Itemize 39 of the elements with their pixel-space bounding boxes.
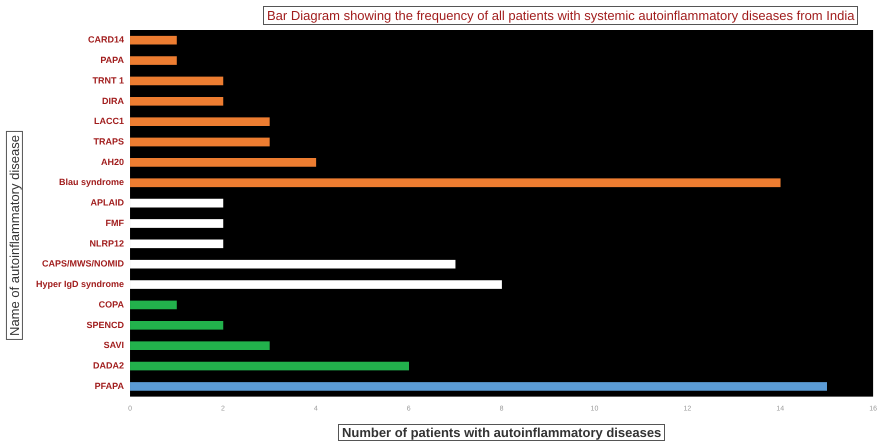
y-tick-label: TRAPS bbox=[94, 136, 124, 146]
y-tick-label: FMF bbox=[106, 218, 125, 228]
y-tick-label: APLAID bbox=[90, 198, 125, 208]
y-tick-label: DADA2 bbox=[93, 360, 124, 371]
bar bbox=[130, 36, 177, 45]
bar bbox=[130, 96, 224, 106]
y-tick-label: TRNT 1 bbox=[92, 75, 124, 86]
bar bbox=[130, 362, 410, 370]
y-tick-label: CAPS/MWS/NOMID bbox=[42, 258, 125, 269]
bar bbox=[130, 260, 456, 269]
bar bbox=[130, 138, 270, 146]
y-tick-label: Blau syndrome bbox=[58, 177, 124, 188]
y-tick-label: AH20 bbox=[101, 156, 124, 167]
y-tick-label: CARD14 bbox=[88, 34, 124, 45]
y-tick-label: COPA bbox=[98, 299, 125, 310]
y-tick-label: SPENCD bbox=[86, 320, 125, 330]
bar bbox=[130, 219, 224, 228]
y-tick-label: PFAPA bbox=[94, 380, 125, 391]
bar bbox=[130, 300, 177, 310]
bar bbox=[130, 198, 224, 208]
bar bbox=[130, 56, 177, 65]
bar bbox=[130, 341, 270, 350]
bar bbox=[130, 76, 224, 86]
y-axis-title: Name of autoinflammatory disease bbox=[5, 130, 22, 340]
y-tick-label: SAVI bbox=[104, 340, 124, 350]
bar bbox=[130, 320, 224, 330]
chart-title: Bar Diagram showing the frequency of all patients with systemic autoinflammatory diseases from India bbox=[263, 6, 858, 25]
bar bbox=[130, 178, 781, 188]
y-tick-label: LACC1 bbox=[94, 116, 124, 126]
bar bbox=[130, 240, 224, 248]
y-tick-label: DIRA bbox=[102, 96, 125, 106]
bar bbox=[130, 117, 270, 126]
y-tick-label: NLRP12 bbox=[90, 238, 124, 248]
bar bbox=[130, 158, 316, 167]
y-tick-label: Hyper IgD syndrome bbox=[36, 279, 124, 290]
bar bbox=[130, 382, 827, 391]
y-tick-label: PAPA bbox=[100, 55, 125, 66]
x-axis-title: Number of patients with autoinflammatory diseases bbox=[338, 424, 666, 441]
bar bbox=[130, 280, 502, 289]
